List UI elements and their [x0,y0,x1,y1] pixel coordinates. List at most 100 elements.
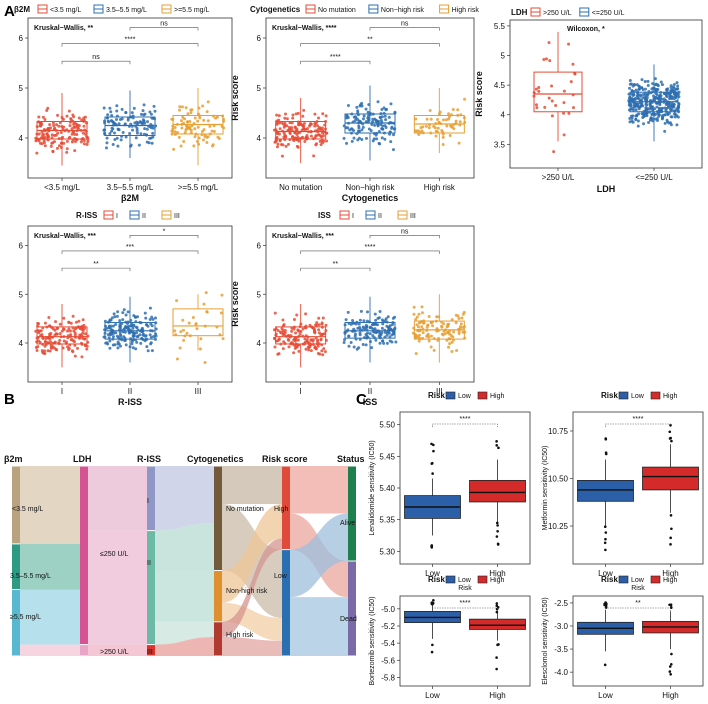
outlier-point [605,602,608,606]
data-point [205,310,209,314]
data-point [70,349,74,353]
data-point [652,94,656,98]
comparison-bracket [300,43,440,47]
data-point [301,327,305,331]
data-point [273,311,277,315]
data-point [145,120,149,124]
data-point [291,113,295,117]
data-point [116,335,120,339]
outlier-point [604,537,607,541]
legend-title: R-ISS [76,211,98,220]
data-point [313,112,317,116]
sankey-flow [290,597,348,656]
sankey-node [12,590,20,656]
data-point [419,126,423,130]
sankey-node-label: High risk [226,632,254,639]
data-point [456,108,460,112]
data-point [291,135,295,139]
data-point [567,111,571,115]
data-point [365,325,369,329]
data-point [311,339,315,343]
outlier-point [495,602,499,605]
legend-title: Risk [428,575,445,584]
legend-item: II [142,213,146,220]
data-point [447,112,451,116]
data-point [179,144,183,148]
data-point [356,138,360,142]
data-point [131,128,135,132]
outlier-point [669,603,673,606]
data-point [350,139,354,143]
data-point [137,143,141,147]
data-point [37,115,41,119]
data-point [655,101,659,105]
data-point [116,128,120,132]
data-point [450,340,454,344]
data-point [74,320,78,324]
outlier-point [669,543,672,546]
data-point [374,338,378,342]
data-point [54,320,58,324]
data-point [380,115,384,119]
stat-test-label: **** [633,416,644,423]
x-tick-label: <=250 U/L [635,173,673,182]
data-point [645,103,649,107]
outlier-point [669,423,672,427]
y-tick-label: 10.75 [548,427,569,436]
data-point [676,84,680,88]
legend-item: High risk [452,7,480,14]
data-point [73,327,77,331]
comparison-bracket [129,235,199,239]
data-point [640,101,644,105]
outlier-point [669,663,673,666]
data-point [312,327,316,331]
data-point [129,122,133,126]
data-point [283,124,287,128]
comparison-label: ** [367,37,373,44]
data-point [364,107,368,111]
outlier-point [603,541,607,545]
data-point [276,329,280,333]
data-point [384,125,388,129]
data-point [352,345,356,349]
data-point [144,316,148,320]
data-point [194,322,198,326]
panel-label-b: B [4,391,15,408]
x-axis-label: Cytogenetics [342,193,399,203]
data-point [67,109,71,113]
data-point [113,138,117,142]
chart-eles: -4.0 -3.5 -3.0 -2.5 Elesclomol sensitivity (… [542,575,704,700]
data-point [179,119,183,123]
comparison-bracket [300,250,440,254]
data-point [319,337,323,341]
data-point [189,128,193,132]
data-point [118,333,122,337]
data-point [315,321,319,325]
comparison-bracket [369,27,440,31]
data-point [280,154,284,158]
data-point [108,346,112,350]
data-point [277,352,281,356]
y-tick-label: 5 [19,84,24,93]
data-point [183,131,187,135]
data-point [121,318,125,322]
data-point [178,108,182,112]
data-point [142,113,146,117]
y-tick-label: -5.0 [381,605,395,614]
sankey-node-label: II [147,560,151,567]
comparison-bracket [432,607,498,611]
data-point [67,346,71,350]
data-point [84,132,88,136]
data-point [37,339,41,343]
data-point [104,146,108,150]
data-point [636,96,640,100]
data-point [70,132,74,136]
outlier-point [668,430,672,434]
data-point [120,107,124,111]
data-point [57,124,61,128]
sankey-node-label: >250 U/L [100,649,129,656]
data-point [441,142,445,146]
data-point [205,110,209,114]
data-point [48,349,52,353]
data-point [208,124,212,128]
